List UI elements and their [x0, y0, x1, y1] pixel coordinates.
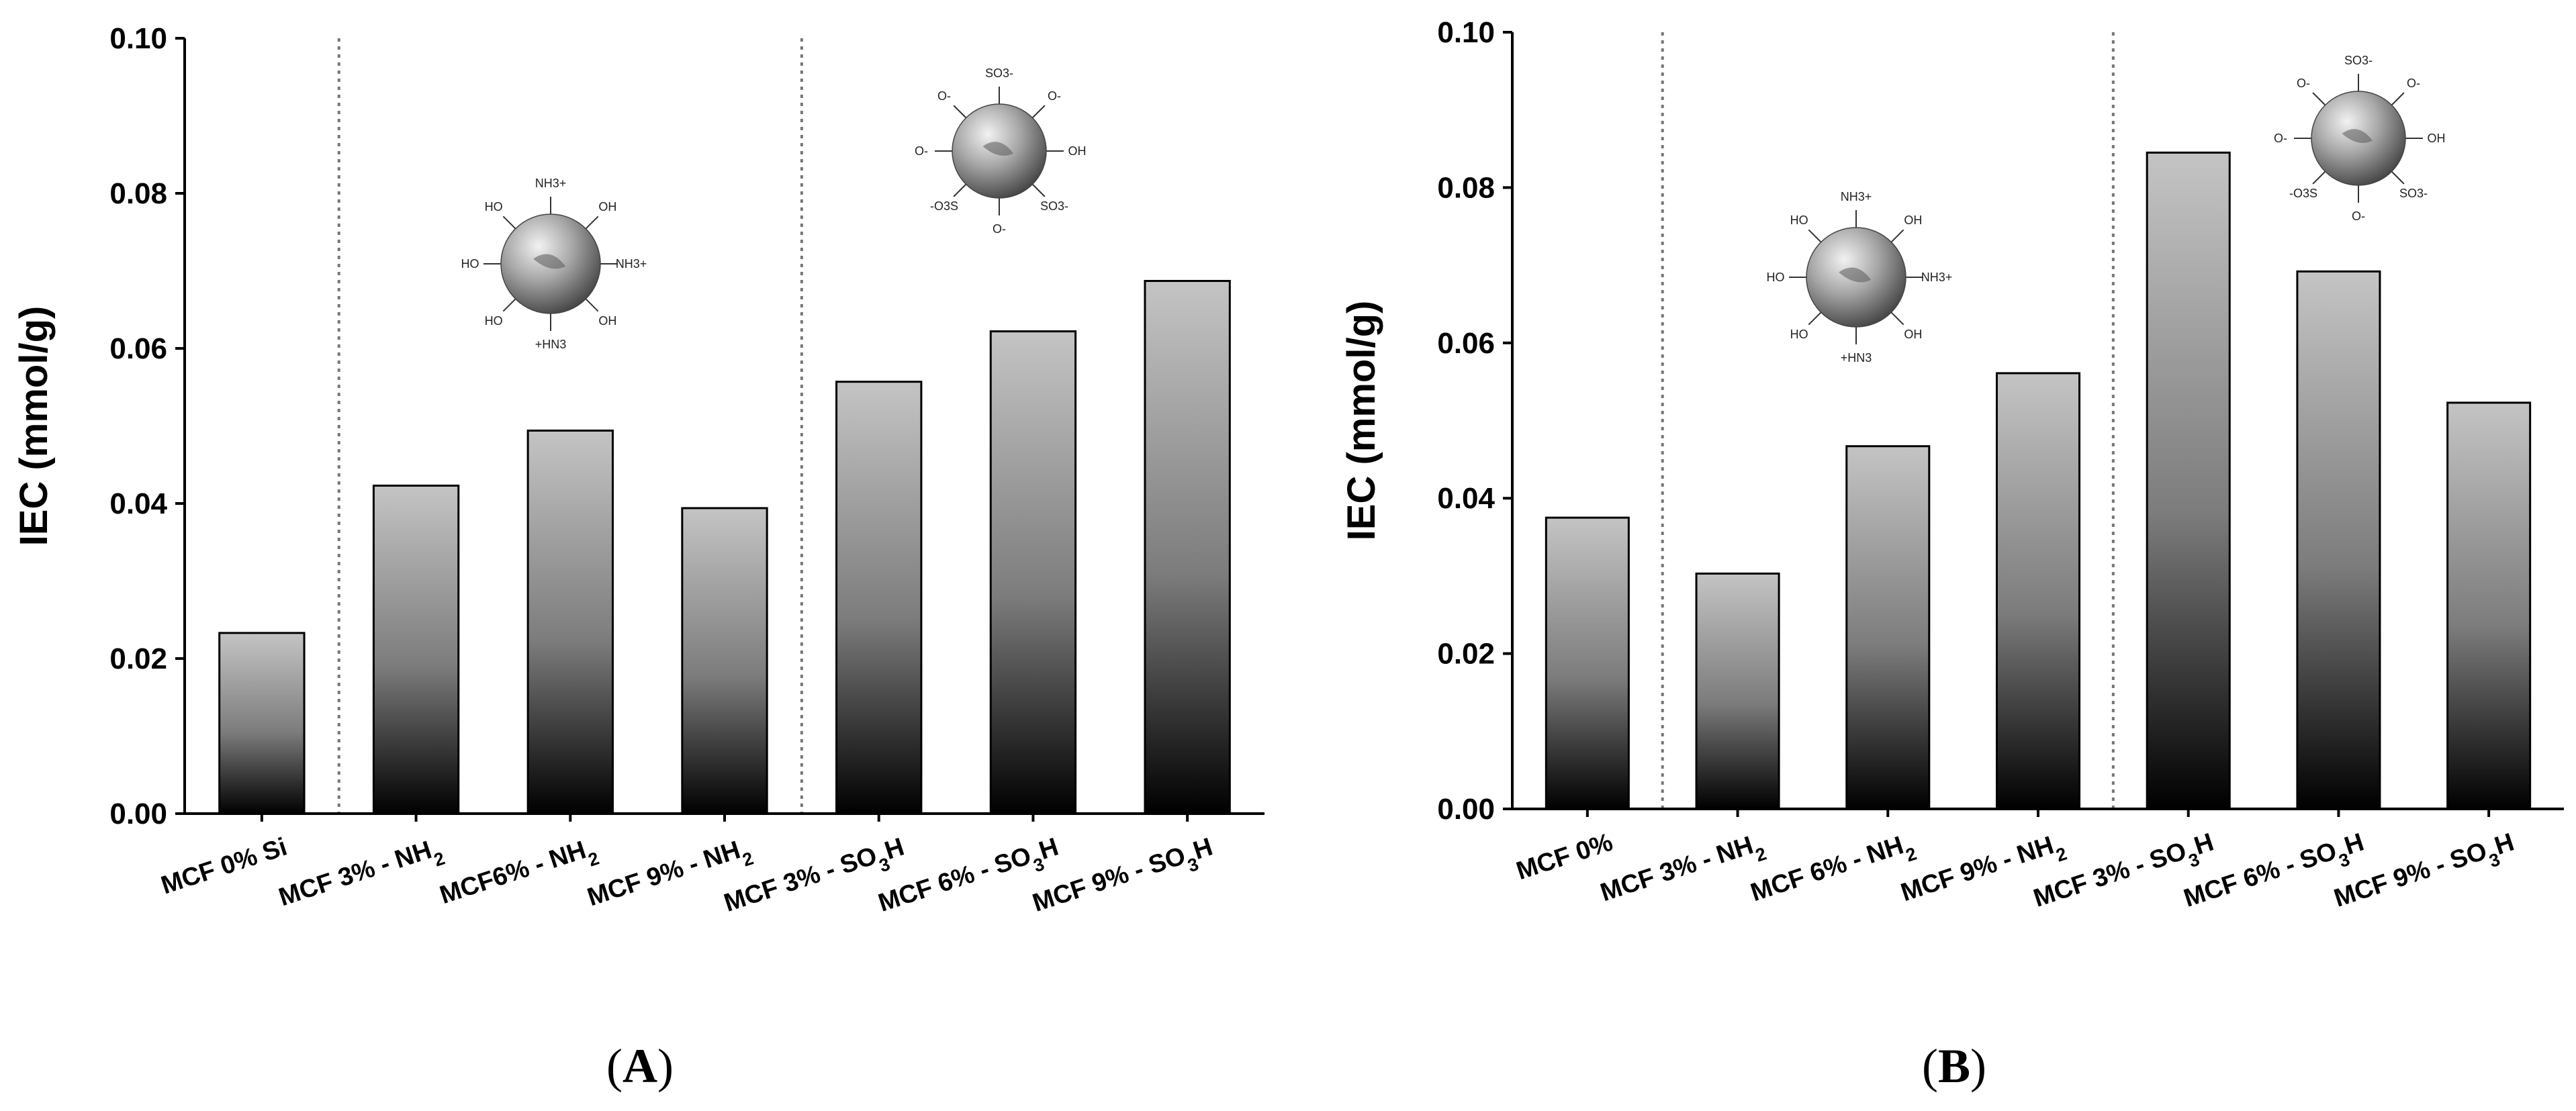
bar-2 — [1695, 572, 1780, 810]
amine-particle-group-label: HO — [461, 257, 479, 271]
amine-particle-group-label: HO — [1790, 328, 1808, 341]
amine-particle-group-label: HO — [485, 200, 503, 213]
sulfonate-particle-group-label: -O3S — [2289, 187, 2317, 200]
amine-particle-bond — [1808, 229, 1822, 243]
sulfonate-particle-pore — [2342, 129, 2373, 143]
sulfonate-particle-group-label: SO3- — [2344, 54, 2373, 67]
amine-particle-pore — [533, 254, 566, 269]
y-tick-label: 0.04 — [1437, 482, 1495, 515]
amine-particle-group-label: OH — [1904, 328, 1922, 341]
sulfonate-particle-bond — [953, 105, 967, 119]
sulfonate-particle-group-label: SO3- — [1040, 199, 1068, 213]
amine-particle-inset: NH3+ OH NH3+ OH +HN3 HO HO HO — [1767, 190, 1953, 365]
amine-particle-group-label: NH3+ — [1841, 190, 1872, 203]
sulfonate-particle-group-label: O- — [1048, 89, 1061, 103]
x-tick-label: MCF 6% - NH2 — [1747, 828, 1919, 915]
y-tick-label: 0.02 — [1437, 638, 1495, 671]
y-axis-title: IEC (mmol/g) — [1340, 301, 1383, 541]
sulfonate-particle-bond — [1031, 105, 1046, 119]
y-tick-label: 0.00 — [1437, 793, 1495, 826]
bar-6 — [2296, 270, 2381, 810]
amine-particle-inset: NH3+ OH NH3+ OH +HN3 HO HO HO — [461, 177, 647, 351]
amine-particle-bond — [502, 215, 516, 230]
sulfonate-particle-group-label: O- — [993, 222, 1006, 236]
bar-4 — [681, 507, 768, 815]
sulfonate-particle-group-label: -O3S — [930, 199, 958, 213]
x-tick-label: MCF 3% - NH2 — [275, 833, 447, 920]
panel-label: (A) — [606, 1039, 674, 1093]
sulfonate-particle-bond — [2312, 171, 2326, 185]
amine-particle-group-label: +HN3 — [1841, 351, 1872, 365]
y-tick-label: 0.04 — [109, 487, 167, 520]
sulfonate-particle-group-label: O- — [2274, 132, 2287, 145]
x-tick-label: MCF 3% - NH2 — [1597, 828, 1769, 915]
x-tick-label: MCF 0% Si — [158, 833, 291, 900]
amine-particle-group-label: OH — [1904, 213, 1922, 227]
y-tick-label: 0.06 — [1437, 327, 1495, 360]
x-tick-label: MCF6% - NH2 — [436, 833, 602, 918]
amine-particle-bond — [502, 298, 516, 312]
amine-particle-bond — [585, 298, 599, 312]
bar-3 — [526, 429, 614, 815]
bar-6 — [989, 330, 1077, 815]
sulfonate-particle-bond — [2312, 92, 2326, 106]
amine-particle-group-label: NH3+ — [1921, 271, 1953, 284]
y-tick-label: 0.02 — [109, 642, 167, 675]
bar-4 — [1995, 372, 2081, 810]
amine-particle-group-label: +HN3 — [535, 338, 567, 351]
bar-1 — [1545, 516, 1630, 810]
y-tick-label: 0.08 — [109, 177, 167, 210]
sulfonate-particle-group-label: OH — [1068, 144, 1087, 158]
y-tick-label: 0.00 — [109, 798, 167, 830]
amine-particle-group-label: OH — [598, 314, 616, 328]
bar-5 — [2146, 151, 2231, 810]
amine-particle-bond — [1890, 311, 1904, 326]
amine-particle-bond — [585, 215, 599, 230]
y-tick-label: 0.10 — [109, 22, 167, 55]
sulfonate-particle-bond — [2391, 92, 2405, 106]
bar-5 — [835, 381, 923, 815]
x-tick-label: MCF 0% — [1513, 828, 1616, 886]
sulfonate-particle-group-label: O- — [937, 89, 951, 103]
amine-particle-group-label: HO — [1767, 271, 1785, 284]
sulfonate-particle-inset: SO3- O- OH SO3- O- -O3S O- O- — [915, 66, 1087, 236]
bar-7 — [2446, 401, 2532, 810]
sulfonate-particle-pore — [982, 142, 1013, 156]
bar-2 — [372, 484, 460, 815]
amine-particle-group-label: NH3+ — [616, 257, 647, 271]
sulfonate-particle-bond — [2391, 171, 2405, 185]
sulfonate-particle-group-label: O- — [915, 144, 928, 158]
bar-1 — [218, 632, 306, 815]
sulfonate-particle-group-label: SO3- — [985, 66, 1013, 80]
amine-particle-bond — [1808, 311, 1822, 326]
sulfonate-particle-group-label: SO3- — [2399, 187, 2428, 200]
y-tick-label: 0.08 — [1437, 171, 1495, 204]
y-axis-title: IEC (mmol/g) — [12, 306, 56, 546]
sulfonate-particle-bond — [953, 183, 967, 197]
y-tick-label: 0.06 — [109, 332, 167, 365]
amine-particle-group-label: NH3+ — [535, 177, 567, 190]
sulfonate-particle-inset: SO3- O- OH SO3- O- -O3S O- O- — [2274, 54, 2446, 223]
chart-panel-b: 0.00 0.02 0.04 0.06 0.08 0.10 MCF 0%MCF 3% - N… — [1340, 16, 2564, 1093]
bar-7 — [1144, 280, 1231, 815]
sulfonate-particle-group-label: OH — [2428, 132, 2446, 145]
sulfonate-particle-group-label: O- — [2352, 209, 2365, 223]
y-tick-label: 0.10 — [1437, 16, 1495, 49]
sulfonate-particle-group-label: O- — [2407, 77, 2420, 90]
amine-particle-group-label: HO — [1790, 213, 1808, 227]
amine-particle-pore — [1839, 267, 1872, 283]
amine-particle-group-label: OH — [598, 200, 616, 213]
panel-label: (B) — [1922, 1039, 1986, 1093]
amine-particle-bond — [1890, 229, 1904, 243]
sulfonate-particle-group-label: O- — [2297, 77, 2310, 90]
sulfonate-particle-bond — [1031, 183, 1046, 197]
bar-3 — [1845, 445, 1931, 810]
amine-particle-group-label: HO — [485, 314, 503, 328]
